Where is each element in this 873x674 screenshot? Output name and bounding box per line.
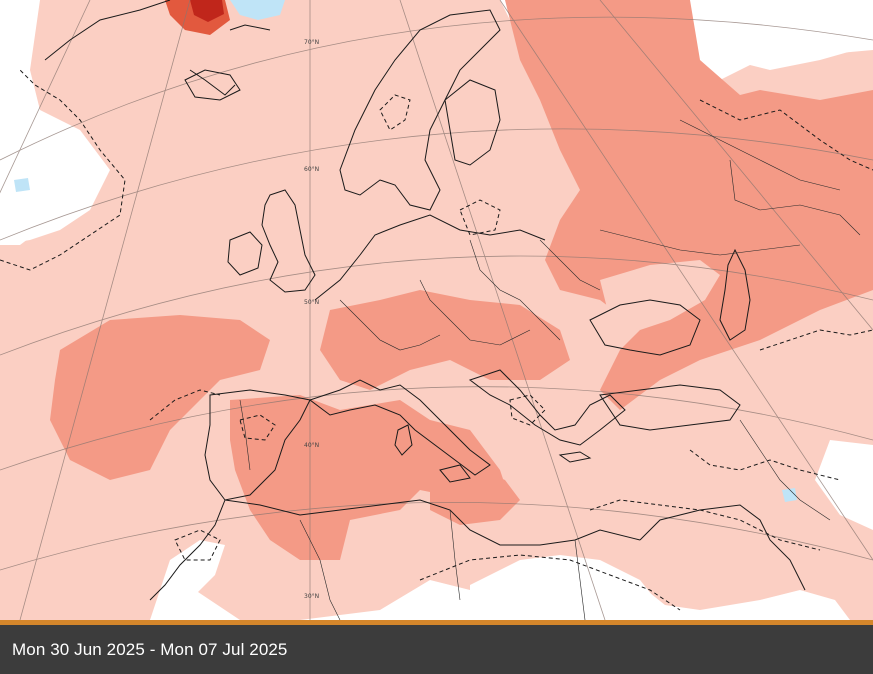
- neutral-area-west: [0, 100, 80, 245]
- accent-bar: [0, 620, 873, 625]
- contour-south: [419, 554, 681, 611]
- anomaly-area-medium-mediterranean: [230, 395, 510, 560]
- lat-label-60n: 60°N: [304, 166, 319, 173]
- meridian-e60: [599, 0, 873, 331]
- coastline-balkans: [468, 369, 626, 446]
- border-segment: [339, 299, 441, 351]
- lat-label-50n: 50°N: [304, 299, 319, 306]
- date-range-bar: Mon 30 Jun 2025 - Mon 07 Jul 2025: [0, 625, 873, 674]
- coastline-black-sea: [589, 299, 701, 356]
- meridian-e20: [399, 0, 606, 620]
- coastline-continent-north: [314, 214, 546, 301]
- neutral-area-ne: [700, 0, 873, 70]
- cold-anomaly-greenland: [230, 0, 285, 20]
- contour-sahara: [589, 499, 821, 551]
- anomaly-area-medium-atlantic: [50, 315, 270, 480]
- date-range-label: Mon 30 Jun 2025 - Mon 07 Jul 2025: [12, 639, 288, 659]
- neutral-pocket-steppe: [600, 260, 720, 330]
- lat-label-40n: 40°N: [304, 442, 319, 449]
- border-segment: [679, 119, 841, 191]
- coastline-sicily: [439, 464, 471, 483]
- anomaly-area-extreme-greenland: [190, 0, 224, 22]
- cold-anomaly-atlantic: [14, 178, 30, 192]
- parallel-70n: [0, 16, 873, 161]
- coastline-sardinia: [394, 424, 413, 456]
- cold-anomaly-middle-east: [782, 488, 797, 502]
- country-borders: [239, 119, 861, 620]
- contour-norway: [379, 94, 411, 131]
- border-segment: [599, 229, 801, 256]
- border-segment: [729, 159, 861, 236]
- meridian-w20: [19, 0, 191, 620]
- contour-north-africa-west: [174, 529, 221, 561]
- border-segment: [299, 519, 341, 620]
- anomaly-map: 70°N 60°N 50°N 40°N 30°N: [0, 0, 873, 620]
- coastline-morocco: [149, 499, 226, 601]
- coastline-crete: [558, 451, 592, 463]
- border-segment: [419, 279, 531, 346]
- coastline-anatolia: [599, 384, 741, 431]
- neutral-area-sw: [150, 540, 225, 620]
- graticule: [0, 0, 873, 620]
- coastline-iberia: [204, 389, 311, 501]
- coastline-greenland: [44, 0, 271, 96]
- coastlines: [44, 0, 806, 601]
- coastline-france-italy: [308, 379, 491, 476]
- map-canvas: 70°N 60°N 50°N 40°N 30°N: [0, 0, 873, 620]
- lat-label-70n: 70°N: [304, 39, 319, 46]
- meridian-w40: [0, 0, 91, 194]
- coastline-levant-nile: [639, 504, 806, 591]
- contour-caucasus: [759, 329, 873, 351]
- lat-label-30n: 30°N: [304, 593, 319, 600]
- contour-east: [699, 99, 873, 171]
- border-segment: [574, 539, 586, 620]
- border-segment: [539, 239, 601, 291]
- meridian-e40: [499, 0, 873, 561]
- contour-iberia-atlantic: [149, 389, 221, 421]
- parallel-30n: [0, 502, 873, 571]
- border-segment: [449, 509, 461, 601]
- anomaly-area-medium-east: [505, 0, 873, 410]
- coastline-iceland: [184, 69, 241, 101]
- neutral-area-east: [815, 440, 873, 530]
- parallel-40n: [0, 386, 873, 471]
- border-segment: [739, 419, 831, 521]
- neutral-area-se: [470, 555, 660, 620]
- coastline-finland: [444, 79, 501, 166]
- parallel-50n: [0, 255, 873, 356]
- coastline-ireland: [227, 231, 263, 276]
- contour-balkans: [509, 394, 546, 426]
- significance-contours: [0, 69, 873, 611]
- anomaly-area-medium-northafrica: [430, 465, 520, 525]
- anomaly-area-medium-central-europe: [320, 290, 570, 390]
- coastline-britain: [261, 189, 316, 293]
- contour-levant: [689, 449, 841, 481]
- border-segment: [469, 239, 561, 341]
- border-segment: [239, 399, 251, 471]
- coastline-caspian: [719, 248, 751, 341]
- contour-spain-inland: [239, 414, 276, 441]
